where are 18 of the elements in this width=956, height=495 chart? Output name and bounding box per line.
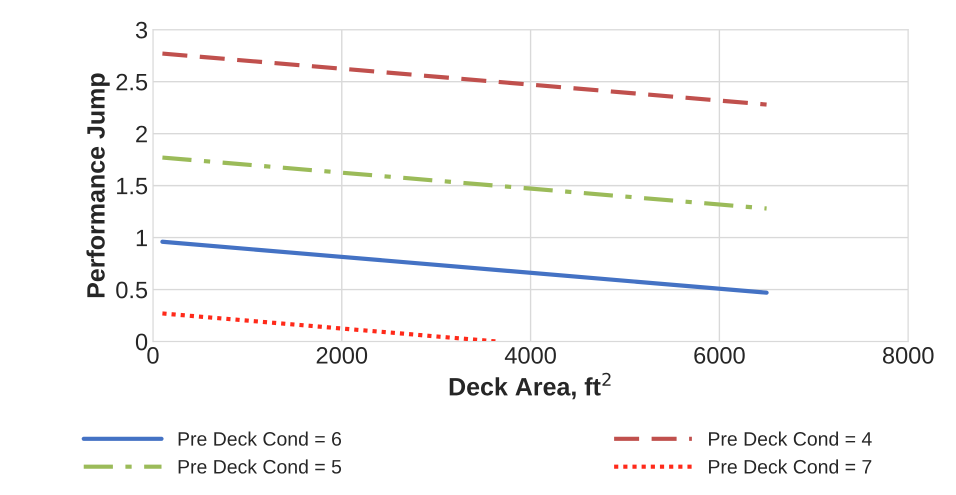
x-tick-label: 6000 [694,347,745,364]
legend-label: Pre Deck Cond = 6 [178,432,342,446]
y-tick-label: 0.5 [116,282,148,298]
y-axis-title: Performance Jump [86,73,110,298]
legend-label: Pre Deck Cond = 5 [178,459,342,474]
legend-label: Pre Deck Cond = 7 [709,459,872,474]
x-tick-label: 2000 [316,347,368,364]
y-tick-label: 3 [136,22,148,38]
x-tick-label: 4000 [504,347,556,364]
x-axis-title: Deck Area, ft$^{2}$ [450,372,611,400]
y-tick-label: 2 [136,126,147,142]
legend-label: Pre Deck Cond = 4 [709,432,872,446]
x-tick-label: 0 [147,347,159,364]
y-tick-label: 2.5 [116,74,148,90]
y-tick-label: 0 [136,334,148,350]
y-tick-label: 1 [136,230,147,246]
x-tick-label: 8000 [882,347,934,364]
y-tick-label: 1.5 [117,178,148,194]
